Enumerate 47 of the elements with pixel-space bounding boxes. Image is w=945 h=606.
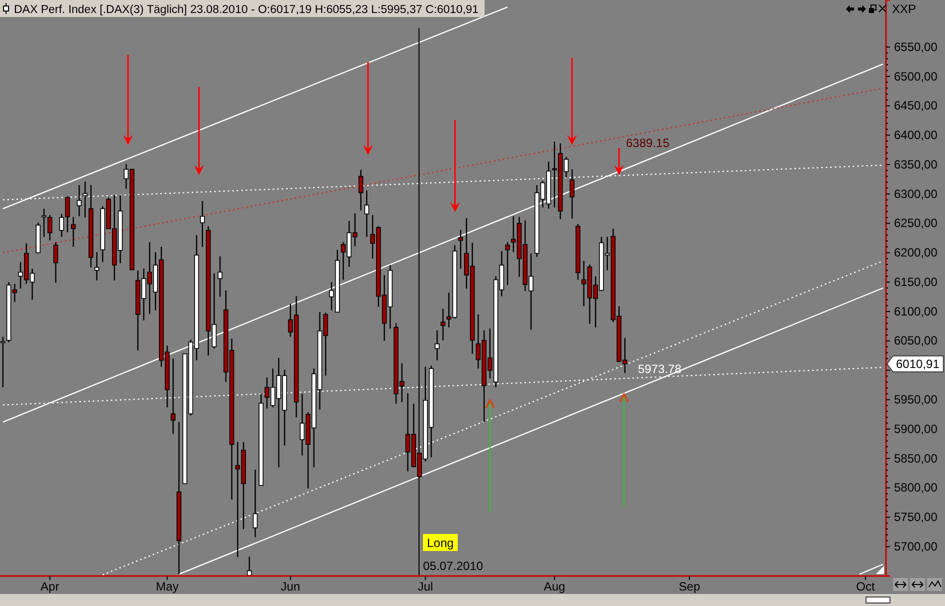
text: 6010,91 (896, 356, 940, 371)
y-tick-label: 6050,00 (894, 334, 938, 348)
candlestick (53, 242, 58, 284)
y-tick-label: 5700,00 (894, 539, 938, 554)
x-tick-label: Sep (678, 580, 700, 594)
candlestick (505, 242, 510, 286)
y-tick-label: 6150,00 (894, 274, 938, 289)
y-tick-label: 5900,00 (894, 422, 938, 436)
x-tick-label: Apr (40, 580, 60, 594)
candlestick (170, 358, 176, 434)
x-tick-label: Oct (856, 580, 876, 594)
candlestick (252, 469, 258, 538)
text: XXP (892, 2, 916, 16)
x-tick-label: Jun (280, 580, 300, 594)
y-tick-label: 5850,00 (894, 451, 938, 466)
annotation: Long (427, 536, 454, 550)
y-tick-label: 6350,00 (894, 157, 938, 172)
candlestick (218, 256, 222, 298)
y-tick-label: 5750,00 (894, 510, 938, 524)
x-tick-label: May (156, 580, 179, 594)
annotation: 6389.15 (626, 136, 670, 150)
y-tick-label: 6400,00 (894, 128, 938, 142)
y-tick-label: 5950,00 (894, 392, 938, 407)
y-tick-label: 6100,00 (894, 304, 938, 318)
candlestick (364, 190, 370, 238)
candlestick (440, 308, 446, 341)
y-tick-label: 6300,00 (894, 186, 938, 201)
y-tick-label: 6550,00 (894, 40, 938, 54)
annotation: 5973.78 (638, 362, 682, 376)
annotation: 05.07.2010 (423, 559, 484, 573)
candlestick (434, 330, 440, 361)
candlestick (246, 556, 252, 576)
y-tick-label: 5800,00 (894, 480, 938, 495)
candlestick (70, 216, 76, 248)
y-tick-label: 6200,00 (894, 246, 938, 260)
x-tick-label: Jul (418, 580, 434, 594)
y-tick-label: 6450,00 (894, 98, 938, 113)
x-tick-label: Aug (544, 580, 566, 594)
candlestick (200, 200, 205, 248)
y-tick-label: 6500,00 (894, 69, 938, 84)
candlestick (0, 336, 6, 388)
chart-title: DAX Perf. Index [.DAX(3) Täglich] 23.08.2010 - O:6017,19 H:6055,23 L:5995,37 C:6010,91 (14, 4, 479, 16)
candlestick (570, 168, 574, 220)
candlestick (458, 229, 464, 270)
candlestick (94, 252, 100, 281)
candlestick (358, 169, 364, 212)
y-tick-label: 6250,00 (894, 216, 938, 230)
